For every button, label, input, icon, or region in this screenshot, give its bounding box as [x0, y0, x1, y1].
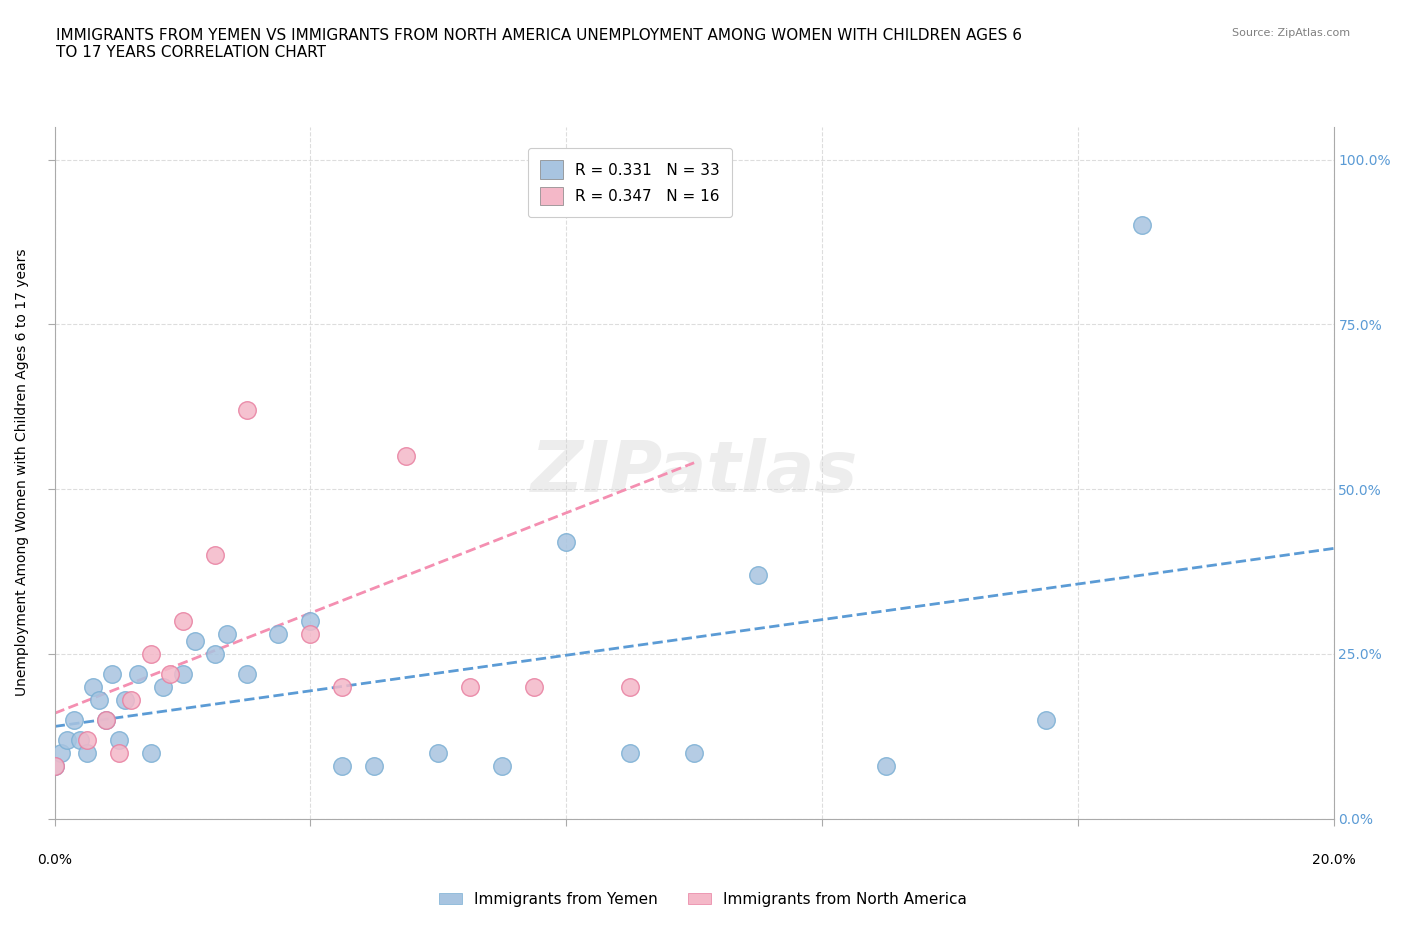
Point: [1035, 712, 1057, 727]
Point: [395, 449, 418, 464]
Point: [152, 680, 174, 695]
Text: IMMIGRANTS FROM YEMEN VS IMMIGRANTS FROM NORTH AMERICA UNEMPLOYMENT AMONG WOMEN : IMMIGRANTS FROM YEMEN VS IMMIGRANTS FROM…: [56, 28, 1022, 60]
Point: [460, 680, 482, 695]
Text: 20.0%: 20.0%: [1312, 854, 1355, 868]
Point: [619, 745, 641, 760]
Legend: Immigrants from Yemen, Immigrants from North America: Immigrants from Yemen, Immigrants from N…: [433, 886, 973, 913]
Point: [114, 693, 136, 708]
Point: [56, 732, 79, 747]
Point: [127, 666, 149, 681]
Point: [107, 732, 129, 747]
Point: [747, 567, 769, 582]
Point: [299, 627, 322, 642]
Point: [267, 627, 290, 642]
Point: [76, 732, 98, 747]
Text: Source: ZipAtlas.com: Source: ZipAtlas.com: [1232, 28, 1350, 38]
Text: ZIPatlas: ZIPatlas: [530, 438, 858, 507]
Point: [1130, 218, 1153, 232]
Point: [44, 759, 66, 774]
Point: [139, 745, 162, 760]
Point: [101, 666, 124, 681]
Point: [69, 732, 91, 747]
Point: [523, 680, 546, 695]
Point: [120, 693, 142, 708]
Point: [204, 646, 226, 661]
Point: [491, 759, 513, 774]
Point: [875, 759, 897, 774]
Point: [555, 535, 578, 550]
Point: [217, 627, 239, 642]
Point: [683, 745, 706, 760]
Point: [139, 646, 162, 661]
Point: [172, 666, 194, 681]
Point: [76, 745, 98, 760]
Point: [159, 666, 181, 681]
Point: [332, 759, 354, 774]
Point: [94, 712, 117, 727]
Point: [184, 633, 207, 648]
Point: [172, 614, 194, 629]
Point: [299, 614, 322, 629]
Legend: R = 0.331   N = 33, R = 0.347   N = 16: R = 0.331 N = 33, R = 0.347 N = 16: [529, 148, 733, 218]
Point: [235, 403, 257, 418]
Point: [427, 745, 450, 760]
Point: [235, 666, 257, 681]
Y-axis label: Unemployment Among Women with Children Ages 6 to 17 years: Unemployment Among Women with Children A…: [15, 249, 30, 697]
Point: [82, 680, 104, 695]
Text: 0.0%: 0.0%: [37, 854, 72, 868]
Point: [107, 745, 129, 760]
Point: [89, 693, 111, 708]
Point: [332, 680, 354, 695]
Point: [44, 759, 66, 774]
Point: [63, 712, 86, 727]
Point: [204, 548, 226, 563]
Point: [363, 759, 385, 774]
Point: [94, 712, 117, 727]
Point: [619, 680, 641, 695]
Point: [49, 745, 72, 760]
